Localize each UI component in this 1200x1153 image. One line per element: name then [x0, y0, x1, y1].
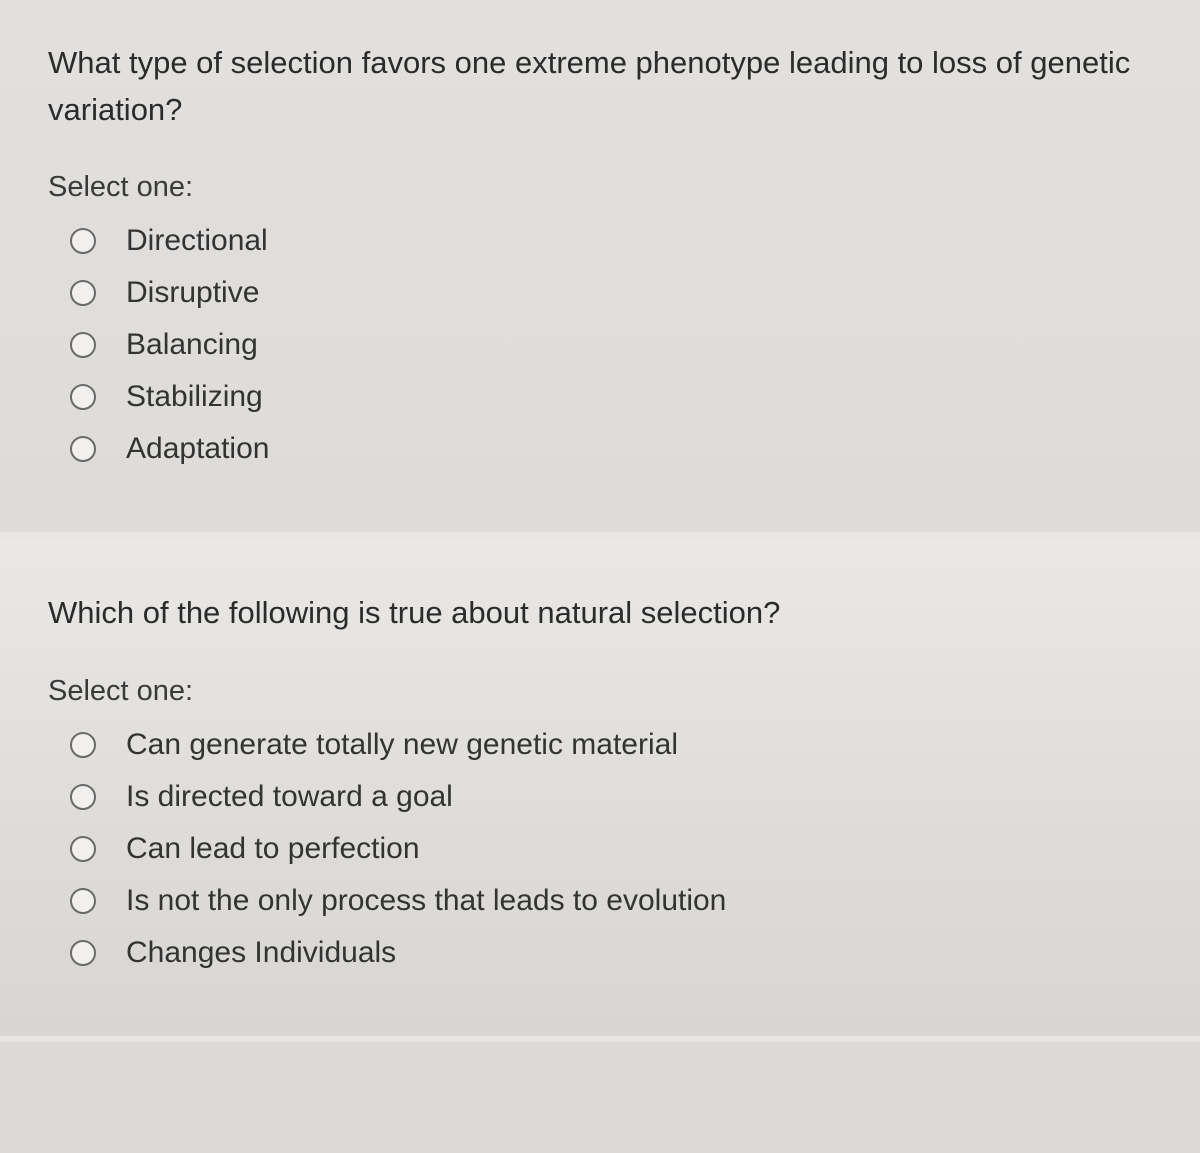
question-prompt: Which of the following is true about nat… — [48, 590, 1152, 637]
option-row[interactable]: Balancing — [70, 328, 1152, 362]
option-label: Changes Individuals — [126, 936, 396, 970]
radio-icon[interactable] — [70, 228, 96, 254]
radio-icon[interactable] — [70, 436, 96, 462]
option-row[interactable]: Stabilizing — [70, 380, 1152, 414]
radio-icon[interactable] — [70, 888, 96, 914]
option-label: Is directed toward a goal — [126, 780, 453, 814]
option-label: Disruptive — [126, 276, 259, 310]
option-row[interactable]: Is not the only process that leads to ev… — [70, 884, 1152, 918]
question-block-1: What type of selection favors one extrem… — [0, 0, 1200, 538]
radio-icon[interactable] — [70, 280, 96, 306]
radio-icon[interactable] — [70, 384, 96, 410]
radio-icon[interactable] — [70, 836, 96, 862]
question-prompt: What type of selection favors one extrem… — [48, 40, 1152, 133]
option-row[interactable]: Disruptive — [70, 276, 1152, 310]
select-one-label: Select one: — [48, 675, 1152, 708]
option-label: Directional — [126, 224, 268, 258]
option-label: Can generate totally new genetic materia… — [126, 728, 678, 762]
option-label: Is not the only process that leads to ev… — [126, 884, 726, 918]
option-label: Balancing — [126, 328, 258, 362]
option-row[interactable]: Can generate totally new genetic materia… — [70, 728, 1152, 762]
radio-icon[interactable] — [70, 332, 96, 358]
option-row[interactable]: Adaptation — [70, 432, 1152, 466]
select-one-label: Select one: — [48, 171, 1152, 204]
option-label: Can lead to perfection — [126, 832, 420, 866]
question-block-2: Which of the following is true about nat… — [0, 538, 1200, 1042]
radio-icon[interactable] — [70, 940, 96, 966]
option-row[interactable]: Is directed toward a goal — [70, 780, 1152, 814]
option-label: Adaptation — [126, 432, 269, 466]
radio-icon[interactable] — [70, 732, 96, 758]
option-label: Stabilizing — [126, 380, 263, 414]
radio-icon[interactable] — [70, 784, 96, 810]
option-row[interactable]: Can lead to perfection — [70, 832, 1152, 866]
option-row[interactable]: Changes Individuals — [70, 936, 1152, 970]
option-row[interactable]: Directional — [70, 224, 1152, 258]
